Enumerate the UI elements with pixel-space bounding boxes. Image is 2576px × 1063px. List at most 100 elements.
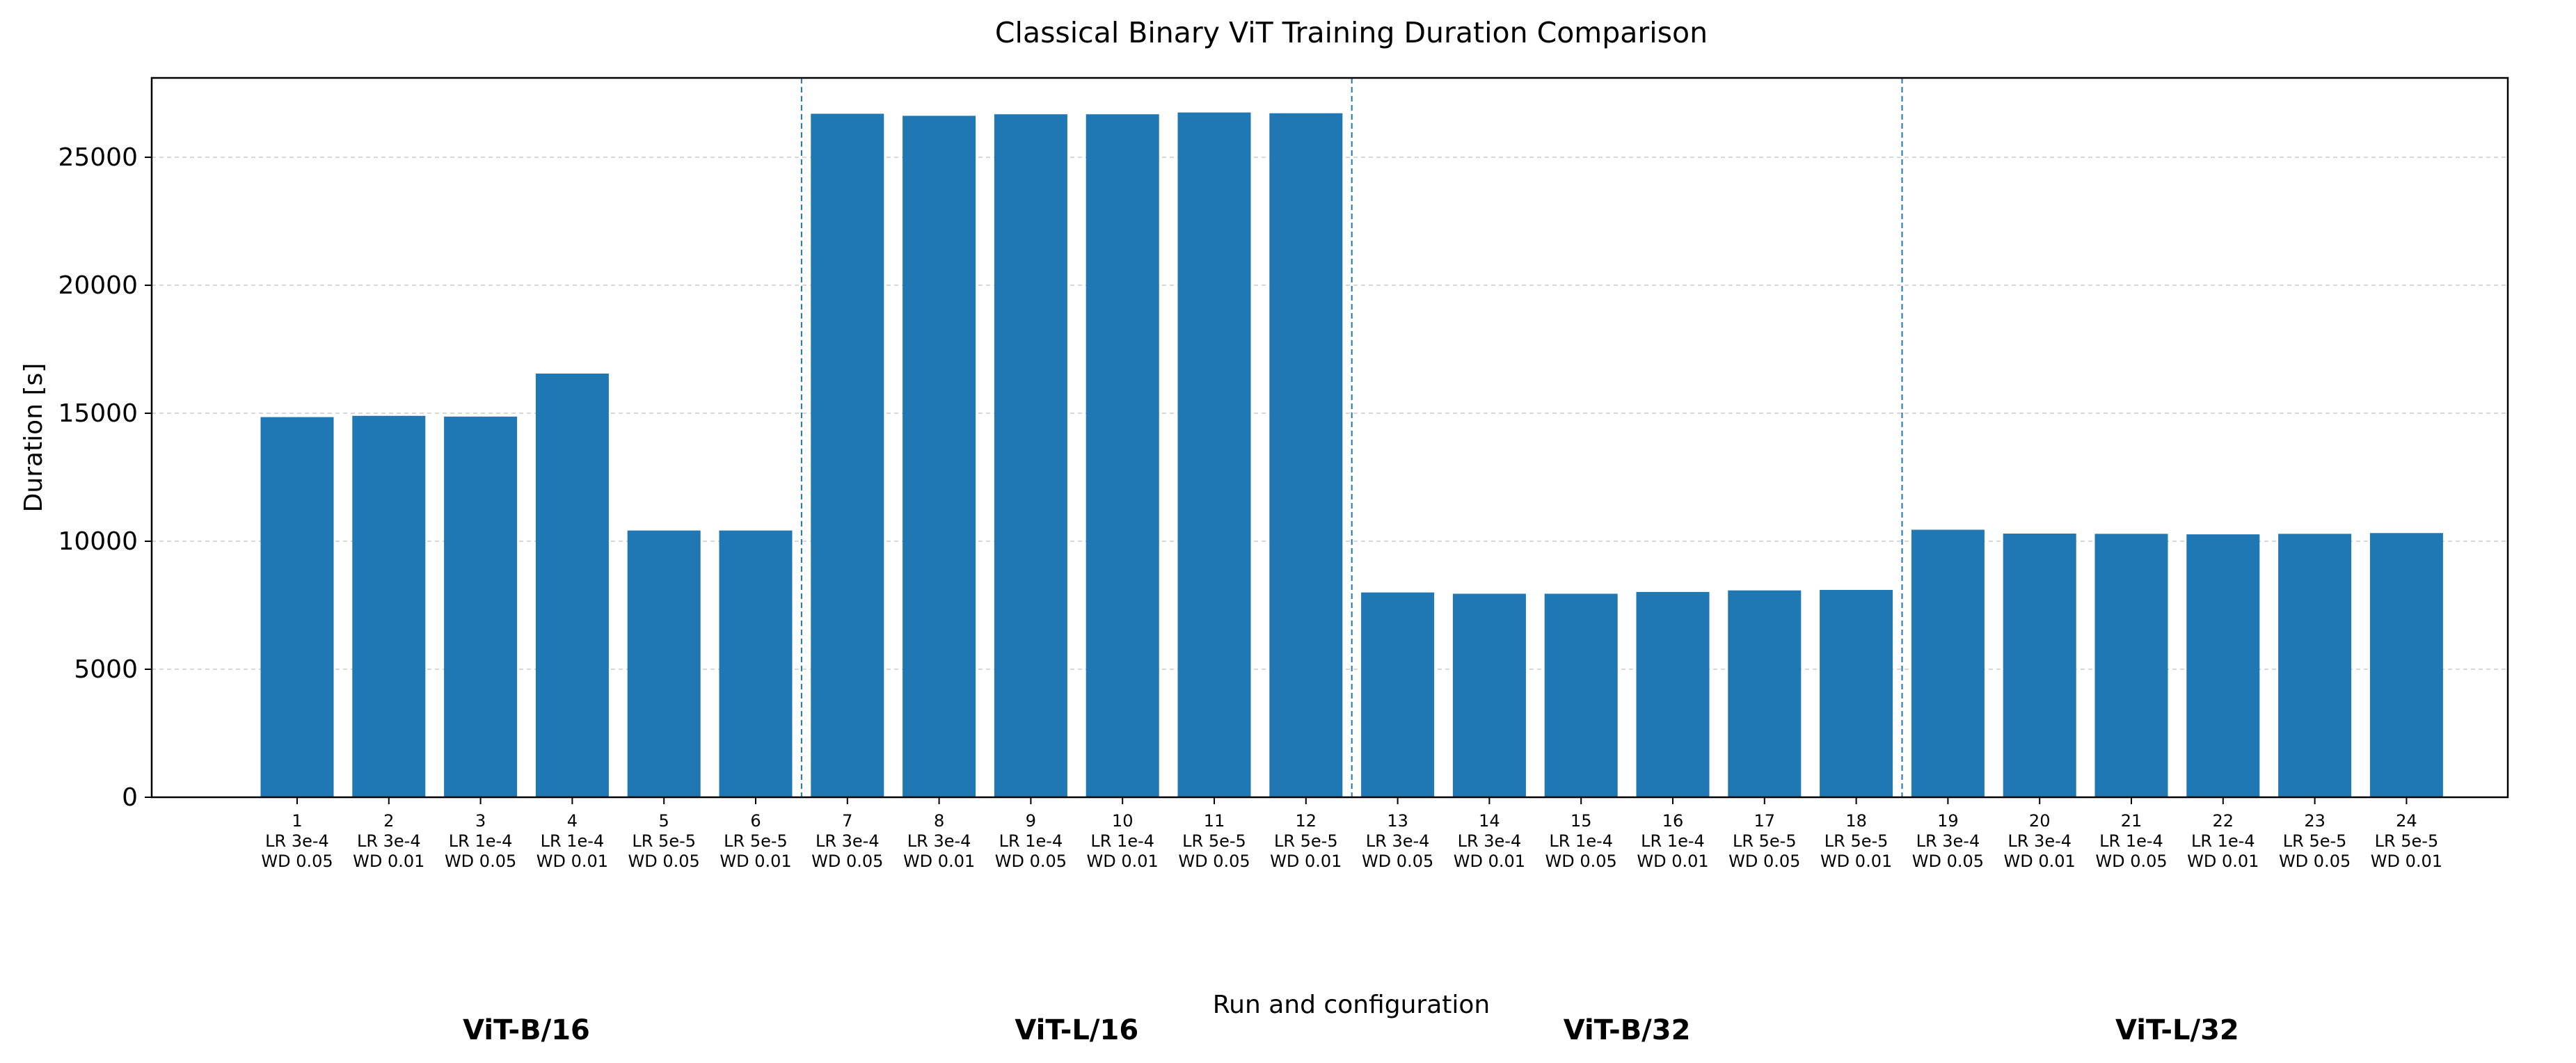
x-tick-label: LR 1e-4	[541, 831, 605, 851]
y-tick-label: 5000	[74, 655, 138, 684]
x-tick-label: 4	[567, 811, 578, 831]
x-tick-label: LR 5e-5	[1274, 831, 1338, 851]
bar	[2369, 533, 2443, 797]
x-tick-label: 18	[1845, 811, 1867, 831]
bar	[903, 115, 976, 798]
group-label: ViT-B/32	[1564, 1014, 1691, 1046]
bar	[994, 114, 1067, 797]
y-axis-label: Duration [s]	[19, 363, 48, 513]
bar	[1086, 114, 1159, 797]
x-tick-label: LR 1e-4	[1641, 831, 1705, 851]
x-tick-label: 24	[2396, 811, 2417, 831]
bar	[2003, 533, 2076, 797]
x-tick-label: LR 1e-4	[1090, 831, 1154, 851]
x-tick-label: LR 5e-5	[632, 831, 696, 851]
x-tick-label: WD 0.05	[1545, 852, 1617, 871]
x-tick-label: LR 3e-4	[907, 831, 971, 851]
bar	[1177, 112, 1251, 798]
group-label: ViT-B/16	[463, 1014, 590, 1046]
x-tick-label: 3	[475, 811, 486, 831]
x-tick-label: LR 3e-4	[265, 831, 329, 851]
bars	[260, 112, 2443, 798]
bar	[1636, 591, 1710, 797]
bar	[719, 530, 793, 797]
x-tick-label: 8	[934, 811, 944, 831]
x-tick-label: WD 0.05	[2279, 852, 2351, 871]
bar	[1361, 592, 1435, 797]
x-tick-label: WD 0.05	[445, 852, 516, 871]
x-tick-label: WD 0.01	[1454, 852, 1525, 871]
y-tick-label: 20000	[58, 271, 138, 300]
x-tick-label: LR 3e-4	[2007, 831, 2072, 851]
y-tick-label: 10000	[58, 527, 138, 556]
x-tick-label: WD 0.01	[536, 852, 608, 871]
x-tick-label: WD 0.01	[1270, 852, 1342, 871]
x-tick-label: 22	[2213, 811, 2234, 831]
x-tick-label: WD 0.05	[1178, 852, 1250, 871]
chart-title: Classical Binary ViT Training Duration C…	[995, 16, 1708, 49]
group-separators	[800, 78, 1903, 797]
x-tick-label: 5	[659, 811, 669, 831]
group-label: ViT-L/32	[2115, 1014, 2239, 1046]
x-tick-label: LR 3e-4	[1366, 831, 1430, 851]
bar	[2186, 534, 2260, 797]
x-tick-label: LR 5e-5	[724, 831, 788, 851]
x-tick-label: 2	[383, 811, 394, 831]
y-tick-label: 0	[122, 783, 138, 812]
x-tick-label: 11	[1204, 811, 1225, 831]
x-tick-label: 19	[1937, 811, 1959, 831]
x-tick-label: 17	[1754, 811, 1776, 831]
x-tick-label: WD 0.01	[903, 852, 975, 871]
x-tick-label: 13	[1387, 811, 1408, 831]
x-tick-label: WD 0.05	[628, 852, 700, 871]
bar	[352, 415, 426, 797]
x-tick-label: LR 1e-4	[2191, 831, 2255, 851]
x-tick-label: WD 0.05	[2095, 852, 2167, 871]
bar	[444, 416, 518, 797]
x-tick-label: LR 5e-5	[1824, 831, 1889, 851]
x-tick-label: LR 5e-5	[2375, 831, 2439, 851]
x-tick-label: WD 0.05	[1912, 852, 1984, 871]
x-tick-label: WD 0.05	[811, 852, 883, 871]
x-tick-label: WD 0.01	[719, 852, 791, 871]
bar	[2278, 534, 2352, 797]
bar	[1269, 113, 1343, 797]
x-tick-label: 23	[2304, 811, 2325, 831]
bar	[535, 374, 609, 797]
x-tick-label: WD 0.05	[261, 852, 333, 871]
bar	[1820, 589, 1893, 797]
x-axis-label: Run and configuration	[1213, 991, 1490, 1019]
x-tick-label: WD 0.01	[1087, 852, 1159, 871]
x-tick-label: LR 3e-4	[816, 831, 880, 851]
y-tick-label: 15000	[58, 399, 138, 428]
x-tick-label: WD 0.01	[2371, 852, 2442, 871]
bar	[1728, 590, 1802, 797]
bar	[2094, 534, 2168, 797]
x-tick-label: 20	[2029, 811, 2051, 831]
y-tick-label: 25000	[58, 143, 138, 172]
x-tick-label: WD 0.01	[2004, 852, 2076, 871]
x-tick-label: WD 0.01	[1637, 852, 1708, 871]
y-axis-ticks: 0 5000 10000 15000 20000 25000	[58, 143, 152, 812]
x-tick-label: WD 0.01	[1820, 852, 1892, 871]
x-tick-label: 9	[1026, 811, 1036, 831]
x-tick-label: LR 5e-5	[1733, 831, 1797, 851]
bar	[1452, 593, 1526, 797]
x-tick-label: LR 1e-4	[449, 831, 513, 851]
x-tick-label: 12	[1296, 811, 1317, 831]
x-tick-label: 21	[2121, 811, 2142, 831]
x-tick-label: 14	[1479, 811, 1500, 831]
x-tick-label: LR 3e-4	[357, 831, 421, 851]
x-tick-label: LR 5e-5	[2283, 831, 2347, 851]
x-tick-label: 16	[1662, 811, 1684, 831]
x-tick-label: 15	[1571, 811, 1592, 831]
bar	[260, 417, 334, 797]
x-tick-label: LR 1e-4	[2099, 831, 2163, 851]
x-tick-label: 7	[842, 811, 852, 831]
x-tick-label: 1	[292, 811, 302, 831]
x-tick-label: 6	[750, 811, 761, 831]
x-tick-label: WD 0.01	[2187, 852, 2259, 871]
bar	[627, 530, 701, 797]
